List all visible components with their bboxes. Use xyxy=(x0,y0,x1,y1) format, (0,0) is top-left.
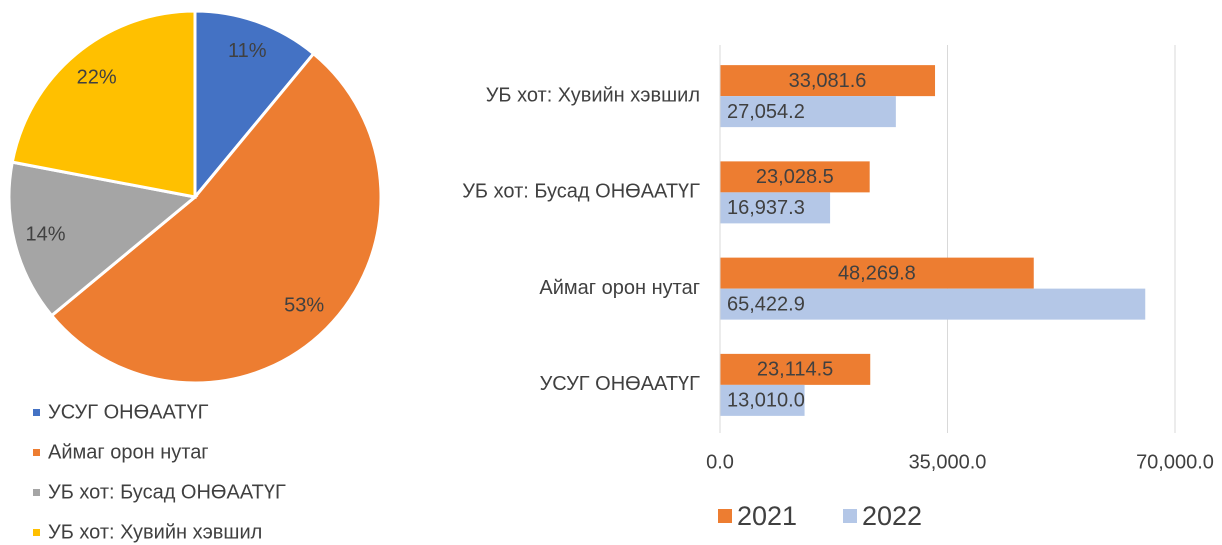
bar xyxy=(720,288,1146,320)
bar xyxy=(720,161,870,193)
legend-swatch xyxy=(33,409,40,416)
legend-swatch xyxy=(33,489,40,496)
bar-label: 65,422.9 xyxy=(727,293,805,315)
bar xyxy=(720,257,1034,289)
y-tick-label: УБ хот: Бусад ОНӨААТҮГ xyxy=(462,181,700,203)
legend-label: УБ хот: Хувийн хэвшил xyxy=(48,521,262,543)
y-tick-label: УБ хот: Хувийн хэвшил xyxy=(486,84,700,106)
slice-label: 22% xyxy=(77,66,117,88)
bar xyxy=(720,384,805,416)
bar xyxy=(720,192,831,224)
legend-swatch xyxy=(843,509,857,523)
legend-label: УБ хот: Бусад ОНӨААТҮГ xyxy=(48,481,286,503)
legend-swatch xyxy=(33,529,40,536)
bar xyxy=(720,353,871,385)
y-tick-label: Аймаг орон нутаг xyxy=(539,277,700,299)
bar-label: 33,081.6 xyxy=(789,70,867,92)
legend-label: 2022 xyxy=(862,501,922,531)
bar-label: 13,010.0 xyxy=(727,390,805,412)
bar xyxy=(720,96,896,128)
x-tick-label: 35,000.0 xyxy=(909,451,987,473)
pie-slice xyxy=(10,9,197,199)
x-tick-label: 70,000.0 xyxy=(1136,451,1214,473)
pie-slice xyxy=(7,160,199,318)
legend-label: Аймаг орон нутаг xyxy=(48,441,209,463)
bar-label: 16,937.3 xyxy=(727,197,805,219)
pie-slice xyxy=(49,51,383,385)
x-tick-label: 0.0 xyxy=(706,451,734,473)
legend-label: УСУГ ОНӨААТҮГ xyxy=(48,401,209,423)
slice-label: 53% xyxy=(284,294,324,316)
legend-swatch xyxy=(718,509,732,523)
slice-label: 14% xyxy=(25,224,65,246)
y-tick-label: УСУГ ОНӨААТҮГ xyxy=(540,373,701,395)
slice-label: 11% xyxy=(228,40,267,62)
bar-label: 48,269.8 xyxy=(838,262,916,284)
legend-label: 2021 xyxy=(737,501,797,531)
bar-label: 23,114.5 xyxy=(757,359,833,381)
bar xyxy=(720,65,936,97)
bar-label: 23,028.5 xyxy=(756,166,834,188)
bar-label: 27,054.2 xyxy=(727,101,805,123)
pie-slice xyxy=(193,9,316,202)
legend-swatch xyxy=(33,449,40,456)
